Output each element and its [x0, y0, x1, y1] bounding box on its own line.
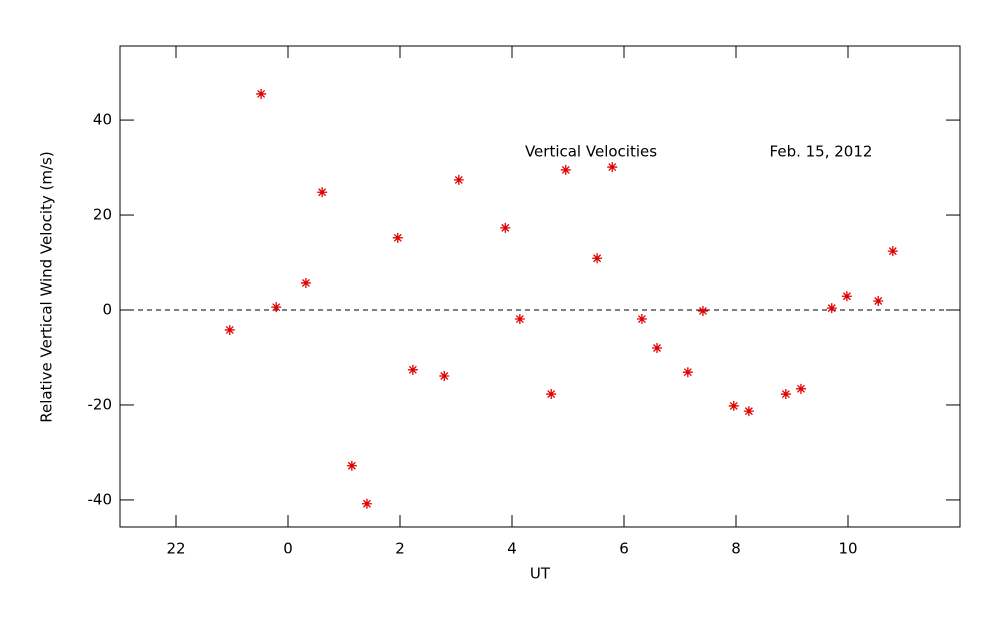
data-point [546, 389, 557, 400]
data-point [256, 88, 267, 99]
data-point [592, 253, 603, 264]
x-tick-label: 10 [838, 540, 857, 558]
data-point [346, 460, 357, 471]
data-point [439, 371, 450, 382]
y-tick-label: 0 [102, 301, 112, 319]
y-tick-label: 40 [93, 111, 112, 129]
data-point [317, 187, 328, 198]
data-point [500, 222, 511, 233]
data-point [392, 232, 403, 243]
x-axis-label: UT [530, 565, 551, 583]
x-tick-label: 6 [619, 540, 629, 558]
data-point [453, 174, 464, 185]
data-point [728, 400, 739, 411]
data-point [514, 314, 525, 325]
data-point [407, 364, 418, 375]
x-tick-label: 22 [166, 540, 185, 558]
data-point [795, 383, 806, 394]
x-tick-label: 0 [283, 540, 293, 558]
data-point [224, 324, 235, 335]
y-tick-label: -40 [88, 490, 113, 508]
y-tick-label: -20 [88, 395, 113, 413]
y-tick-label: 20 [93, 206, 112, 224]
x-tick-label: 8 [731, 540, 741, 558]
annotation: Feb. 15, 2012 [770, 143, 873, 161]
data-point [826, 303, 837, 314]
data-point [300, 277, 311, 288]
data-point [873, 295, 884, 306]
x-tick-label: 2 [395, 540, 405, 558]
data-point [887, 246, 898, 257]
data-point [361, 498, 372, 509]
plot-frame [119, 45, 961, 528]
data-point [682, 367, 693, 378]
data-point [636, 314, 647, 325]
data-point [652, 342, 663, 353]
data-point [560, 164, 571, 175]
annotation: Vertical Velocities [525, 143, 657, 161]
data-point [697, 305, 708, 316]
data-point [271, 302, 282, 313]
x-tick-label: 4 [507, 540, 517, 558]
data-point [780, 389, 791, 400]
y-axis-label: Relative Vertical Wind Velocity (m/s) [38, 151, 56, 422]
data-point [607, 162, 618, 173]
data-point [841, 291, 852, 302]
data-point [743, 406, 754, 417]
